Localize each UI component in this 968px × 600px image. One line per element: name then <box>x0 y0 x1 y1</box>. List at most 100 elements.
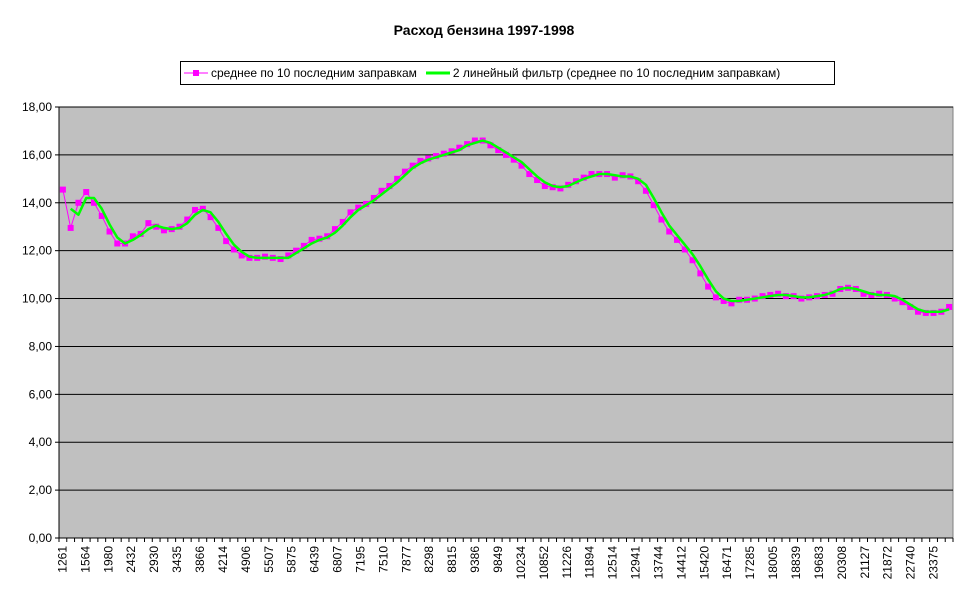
data-point <box>129 233 136 240</box>
y-tick-label: 16,00 <box>22 148 52 162</box>
data-point <box>394 175 401 182</box>
data-point <box>285 252 292 259</box>
data-point <box>720 297 727 304</box>
data-point <box>145 220 152 227</box>
x-tick-label: 8815 <box>445 546 459 573</box>
data-point <box>409 162 416 169</box>
data-point <box>541 183 548 190</box>
data-point <box>658 216 665 223</box>
data-point <box>347 209 354 216</box>
x-tick-label: 1261 <box>55 546 69 573</box>
x-tick-label: 13744 <box>651 546 665 580</box>
data-point <box>293 247 300 254</box>
x-tick-label: 21872 <box>881 546 895 580</box>
data-point <box>712 294 719 301</box>
x-tick-label: 9849 <box>491 546 505 573</box>
data-point <box>417 157 424 164</box>
y-tick-label: 18,00 <box>22 100 52 114</box>
legend-item-average: среднее по 10 последним заправкам <box>184 66 417 80</box>
x-tick-label: 23375 <box>927 546 941 580</box>
data-point <box>674 236 681 243</box>
legend-item-filter: 2 линейный фильтр (среднее по 10 последн… <box>425 66 781 80</box>
x-tick-label: 16471 <box>720 546 734 580</box>
x-tick-label: 1564 <box>78 546 92 573</box>
data-point <box>915 308 922 315</box>
x-tick-label: 11226 <box>560 546 574 579</box>
x-tick-label: 10852 <box>537 546 551 580</box>
data-point <box>238 252 245 259</box>
y-tick-label: 0,00 <box>29 531 53 545</box>
x-tick-label: 1980 <box>101 546 115 573</box>
x-tick-label: 11894 <box>583 546 597 579</box>
data-point <box>728 300 735 307</box>
data-point <box>98 212 105 219</box>
x-tick-label: 17285 <box>743 546 757 580</box>
x-tick-label: 3866 <box>193 546 207 573</box>
y-tick-label: 2,00 <box>29 483 53 497</box>
data-point <box>223 238 230 245</box>
data-point <box>899 299 906 306</box>
data-point <box>503 151 509 158</box>
legend: среднее по 10 последним заправкам 2 лине… <box>180 61 835 85</box>
data-point <box>860 290 867 297</box>
data-point <box>75 199 82 206</box>
x-tick-label: 14412 <box>674 546 688 580</box>
data-point <box>518 162 525 169</box>
data-point <box>339 218 346 225</box>
data-point <box>230 246 237 253</box>
data-point <box>83 189 90 196</box>
x-tick-label: 21127 <box>858 546 872 579</box>
data-point <box>650 202 657 209</box>
x-tick-label: 4214 <box>216 546 230 573</box>
x-tick-label: 9386 <box>468 546 482 573</box>
x-tick-label: 6439 <box>308 546 322 573</box>
data-point <box>611 174 618 181</box>
x-tick-label: 20308 <box>835 546 849 580</box>
legend-label-average: среднее по 10 последним заправкам <box>211 66 417 80</box>
magenta-square-line-icon <box>184 70 208 76</box>
data-point <box>666 228 673 235</box>
data-point <box>689 257 696 264</box>
green-line-icon <box>425 71 450 75</box>
data-point <box>331 226 338 233</box>
x-tick-label: 19683 <box>812 546 826 580</box>
x-tick-label: 8298 <box>422 546 436 573</box>
data-point <box>495 147 502 154</box>
y-tick-label: 8,00 <box>29 339 53 353</box>
y-tick-label: 14,00 <box>22 196 52 210</box>
x-tick-label: 7195 <box>353 546 367 573</box>
y-tick-label: 10,00 <box>22 292 52 306</box>
data-point <box>907 303 914 310</box>
data-point <box>300 242 307 249</box>
x-tick-label: 5875 <box>285 546 299 573</box>
data-point <box>59 186 66 193</box>
data-point <box>215 224 222 231</box>
y-tick-label: 6,00 <box>29 387 53 401</box>
x-tick-label: 12941 <box>629 546 643 580</box>
data-point <box>386 183 393 190</box>
data-point <box>378 187 385 194</box>
data-point <box>697 270 704 277</box>
data-point <box>192 206 199 213</box>
data-point <box>401 168 408 175</box>
x-tick-label: 3435 <box>170 546 184 573</box>
data-point <box>487 142 494 149</box>
y-tick-label: 12,00 <box>22 244 52 258</box>
data-point <box>114 240 121 247</box>
x-tick-label: 15420 <box>697 546 711 580</box>
legend-label-filter: 2 линейный фильтр (среднее по 10 последн… <box>452 66 781 80</box>
chart-title: Расход бензина 1997-1998 <box>393 22 575 38</box>
data-point <box>534 177 541 184</box>
x-tick-label: 7510 <box>376 546 390 573</box>
series-filter-line <box>69 139 950 313</box>
data-point <box>184 216 191 223</box>
data-point <box>471 137 478 144</box>
data-point <box>370 194 377 201</box>
x-tick-label: 2432 <box>124 546 138 573</box>
data-point <box>642 187 649 194</box>
data-point <box>946 303 953 310</box>
x-tick-label: 2930 <box>147 546 161 573</box>
data-point <box>456 144 463 151</box>
